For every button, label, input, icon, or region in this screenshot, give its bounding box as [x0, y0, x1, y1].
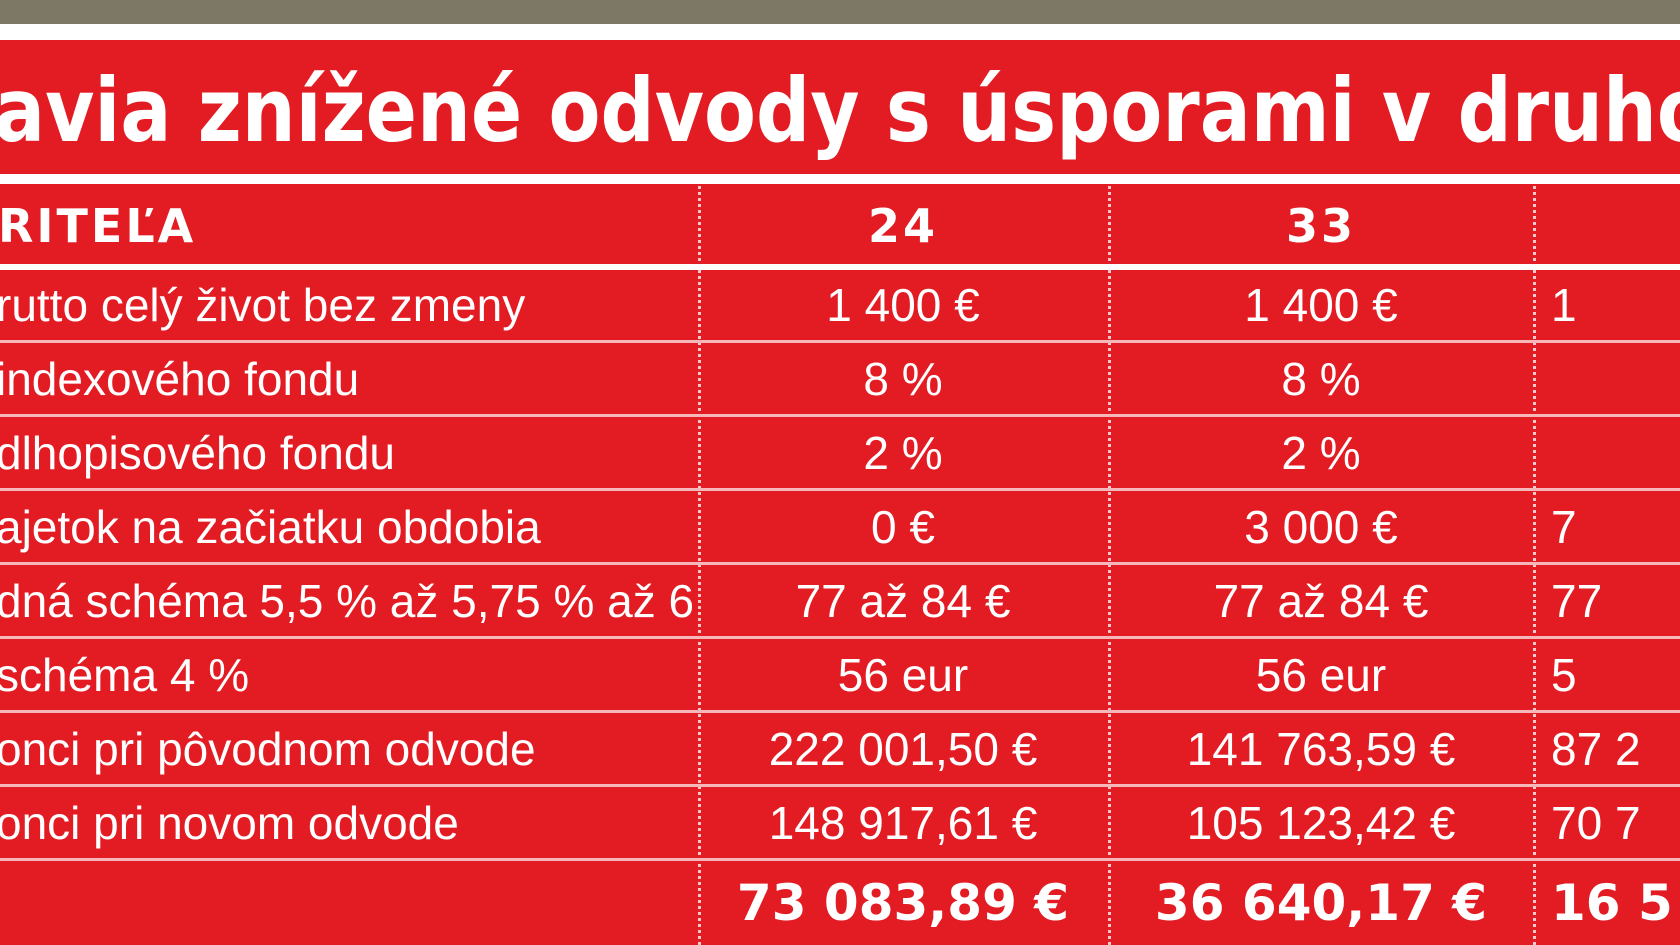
header-age-24: 24 — [867, 199, 938, 253]
row-label: dná schéma 5,5 % až 5,75 % až 6 % — [0, 574, 692, 627]
row-value-col-3: 87 2 — [1551, 722, 1641, 775]
header-col-3 — [1537, 188, 1680, 264]
row-value-col-3: 5 — [1551, 648, 1577, 701]
row-value-col-3: 70 7 — [1551, 796, 1641, 849]
row-value-33: 105 123,42 € — [1186, 796, 1456, 849]
row-value-24: 8 % — [863, 352, 943, 405]
header-divider — [0, 264, 1680, 270]
row-label: schéma 4 % — [0, 648, 250, 701]
row-value-col-3 — [1537, 417, 1680, 488]
row-value-24: 77 až 84 € — [795, 574, 1011, 627]
row-label: onci pri novom odvode — [0, 796, 459, 849]
row-value-24: 222 001,50 € — [768, 722, 1038, 775]
top-gap — [0, 24, 1680, 40]
total-value-col-3: 16 5 — [1551, 874, 1673, 932]
red-panel — [0, 40, 1680, 945]
top-bar — [0, 0, 1680, 24]
row-divider — [0, 340, 1680, 343]
row-value-24: 0 € — [871, 500, 935, 553]
total-value-33: 36 640,17 € — [1154, 874, 1488, 932]
row-value-33: 2 % — [1281, 426, 1361, 479]
row-divider — [0, 636, 1680, 639]
row-label: indexového fondu — [0, 352, 360, 405]
total-label — [0, 861, 692, 945]
row-divider — [0, 414, 1680, 417]
column-separator — [1108, 186, 1111, 945]
row-value-24: 148 917,61 € — [768, 796, 1038, 849]
total-value-24: 73 083,89 € — [736, 874, 1070, 932]
row-value-33: 8 % — [1281, 352, 1361, 405]
row-label: onci pri pôvodnom odvode — [0, 722, 536, 775]
row-value-24: 1 400 € — [826, 279, 980, 331]
row-divider — [0, 488, 1680, 491]
row-divider — [0, 710, 1680, 713]
row-value-col-3: 77 — [1551, 574, 1603, 627]
row-value-33: 77 až 84 € — [1213, 574, 1429, 627]
row-divider — [0, 858, 1680, 861]
row-value-24: 56 eur — [837, 648, 969, 701]
row-value-24: 2 % — [863, 426, 943, 479]
row-value-33: 3 000 € — [1244, 500, 1398, 553]
row-value-33: 141 763,59 € — [1186, 722, 1456, 775]
column-separator — [698, 186, 701, 945]
row-label: ajetok na začiatku obdobia — [0, 500, 541, 553]
row-value-33: 1 400 € — [1244, 279, 1398, 331]
row-value-col-3 — [1537, 343, 1680, 414]
header-age-33: 33 — [1285, 199, 1356, 253]
row-divider — [0, 562, 1680, 565]
row-value-col-3: 1 — [1551, 279, 1577, 331]
table-title: avia znížené odvody s úsporami v druhom … — [0, 59, 1680, 162]
column-separator — [1533, 186, 1536, 945]
row-label: dlhopisového fondu — [0, 426, 395, 479]
row-value-33: 56 eur — [1255, 648, 1387, 701]
row-value-col-3: 7 — [1551, 500, 1577, 553]
title-divider — [0, 174, 1680, 184]
row-divider — [0, 784, 1680, 787]
header-label: RITEĽA — [0, 199, 197, 253]
row-label: rutto celý život bez zmeny — [0, 279, 526, 331]
